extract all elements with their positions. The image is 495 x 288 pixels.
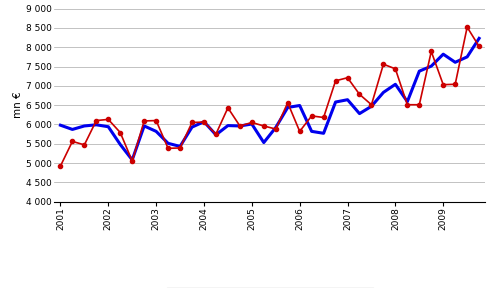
Årets utgifter (69, 140, 75, 143)
Årets utgifter (105, 118, 111, 121)
Årets inkomster (57, 124, 63, 127)
Årets utgifter (297, 130, 302, 133)
Årets inkomster (345, 98, 350, 101)
Årets inkomster (201, 120, 207, 124)
Årets utgifter (440, 83, 446, 86)
Årets inkomster (249, 122, 255, 126)
Årets inkomster (129, 158, 135, 162)
Årets utgifter (333, 79, 339, 83)
Årets utgifter (393, 67, 398, 71)
Årets utgifter (404, 103, 410, 107)
Årets utgifter (476, 45, 482, 48)
Årets inkomster (81, 124, 87, 128)
Årets utgifter (94, 119, 99, 122)
Årets inkomster (381, 91, 387, 94)
Årets inkomster (356, 112, 362, 115)
Årets utgifter (345, 76, 350, 79)
Årets utgifter (201, 120, 207, 124)
Line: Årets utgifter: Årets utgifter (58, 25, 481, 168)
Årets inkomster (297, 104, 302, 107)
Årets utgifter (452, 83, 458, 86)
Årets inkomster (273, 126, 279, 129)
Årets utgifter (129, 159, 135, 163)
Årets utgifter (177, 146, 183, 150)
Årets inkomster (309, 130, 315, 133)
Årets inkomster (177, 145, 183, 148)
Årets utgifter (428, 50, 434, 53)
Årets utgifter (416, 103, 422, 107)
Årets utgifter (261, 124, 267, 128)
Årets utgifter (381, 62, 387, 66)
Årets inkomster (213, 133, 219, 137)
Årets utgifter (273, 127, 279, 131)
Årets utgifter (249, 121, 255, 124)
Årets utgifter (57, 164, 63, 168)
Årets inkomster (452, 60, 458, 64)
Årets utgifter (189, 121, 195, 124)
Årets inkomster (321, 132, 327, 135)
Årets inkomster (393, 83, 398, 86)
Årets inkomster (237, 124, 243, 128)
Årets inkomster (368, 105, 374, 108)
Årets inkomster (225, 124, 231, 127)
Årets utgifter (464, 25, 470, 29)
Årets inkomster (404, 100, 410, 103)
Årets inkomster (476, 37, 482, 40)
Årets utgifter (309, 114, 315, 118)
Årets utgifter (213, 132, 219, 136)
Årets inkomster (428, 65, 434, 68)
Årets inkomster (165, 142, 171, 145)
Årets utgifter (141, 119, 147, 123)
Årets inkomster (117, 143, 123, 146)
Y-axis label: mn €: mn € (13, 92, 23, 118)
Årets inkomster (189, 125, 195, 129)
Line: Årets inkomster: Årets inkomster (60, 38, 479, 160)
Årets utgifter (225, 106, 231, 109)
Årets inkomster (69, 128, 75, 131)
Årets inkomster (261, 141, 267, 144)
Årets inkomster (285, 106, 291, 109)
Årets inkomster (440, 52, 446, 56)
Årets inkomster (105, 125, 111, 128)
Årets inkomster (94, 123, 99, 126)
Årets utgifter (237, 124, 243, 128)
Årets inkomster (333, 100, 339, 104)
Årets utgifter (81, 143, 87, 147)
Årets utgifter (368, 103, 374, 107)
Årets inkomster (416, 69, 422, 73)
Legend: Årets inkomster, Årets utgifter: Årets inkomster, Årets utgifter (165, 287, 375, 288)
Årets utgifter (356, 92, 362, 96)
Årets inkomster (153, 130, 159, 133)
Årets utgifter (117, 131, 123, 134)
Årets utgifter (153, 119, 159, 122)
Årets utgifter (165, 147, 171, 150)
Årets inkomster (141, 124, 147, 128)
Årets inkomster (464, 55, 470, 59)
Årets utgifter (285, 101, 291, 105)
Årets utgifter (321, 116, 327, 119)
